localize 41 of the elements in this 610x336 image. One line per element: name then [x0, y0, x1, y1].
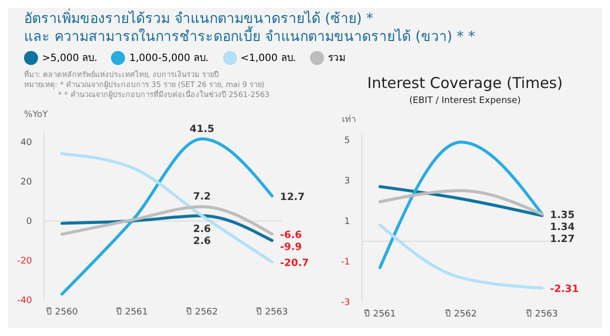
y-tick-label: -1	[341, 258, 350, 268]
data-label: 1.35	[550, 210, 575, 221]
x-tick-label: ปี 2560	[46, 306, 78, 318]
data-label: -9.9	[280, 242, 302, 253]
chart-title: Interest Coverage (Times)	[366, 74, 564, 92]
data-label: -6.6	[280, 230, 302, 241]
y-axis-title: เท่า	[342, 114, 357, 125]
y-tick-label: -40	[17, 296, 32, 306]
x-tick-label: ปี 2561	[364, 308, 396, 320]
y-tick-label: 20	[20, 177, 32, 188]
chart-title: อัตราเพิ่มของรายได้รวม จำแนกตามขนาดรายได้ (ซ้าย) * และ ความสามารถในการชำระดอกเบี้ย จำแนกตามขนาดรายได้ (ขวา) * *	[24, 10, 476, 46]
y-tick-label: -3	[341, 298, 350, 308]
data-label: 41.5	[190, 124, 214, 135]
y-tick-label: 5	[344, 136, 350, 146]
x-tick-label: ปี 2563	[526, 308, 558, 320]
legend-label: <1,000 ลบ.	[240, 52, 296, 65]
y-tick-label: 3	[344, 176, 350, 187]
y-tick-label: 1	[344, 217, 350, 228]
y-axis-title: %YoY	[24, 110, 49, 122]
data-label: 1.34	[550, 222, 575, 233]
x-tick-label: ปี 2562	[445, 308, 477, 320]
y-tick-label: 40	[20, 138, 32, 148]
data-label: -20.7	[280, 258, 309, 269]
x-tick-label: ปี 2561	[116, 306, 148, 318]
legend-label: 1,000-5,000 ลบ.	[129, 52, 209, 65]
data-label: 1.27	[550, 234, 575, 245]
data-label: 2.6	[193, 224, 211, 235]
x-tick-label: ปี 2562	[186, 306, 218, 318]
line-series	[60, 152, 274, 264]
legend-label: >5,000 ลบ.	[42, 52, 98, 65]
data-label: 7.2	[193, 192, 211, 203]
y-tick-label: 0	[26, 216, 32, 227]
legend-label: รวม	[328, 52, 346, 65]
data-label: 12.7	[280, 192, 305, 203]
chart-subtitle: (EBIT / Interest Expense)	[408, 96, 522, 106]
data-label: 2.6	[193, 236, 211, 247]
y-tick-label: -20	[17, 256, 32, 266]
data-label: -2.31	[550, 284, 579, 296]
line-series	[60, 205, 274, 236]
x-tick-label: ปี 2563	[256, 306, 288, 318]
line-series	[60, 137, 274, 296]
